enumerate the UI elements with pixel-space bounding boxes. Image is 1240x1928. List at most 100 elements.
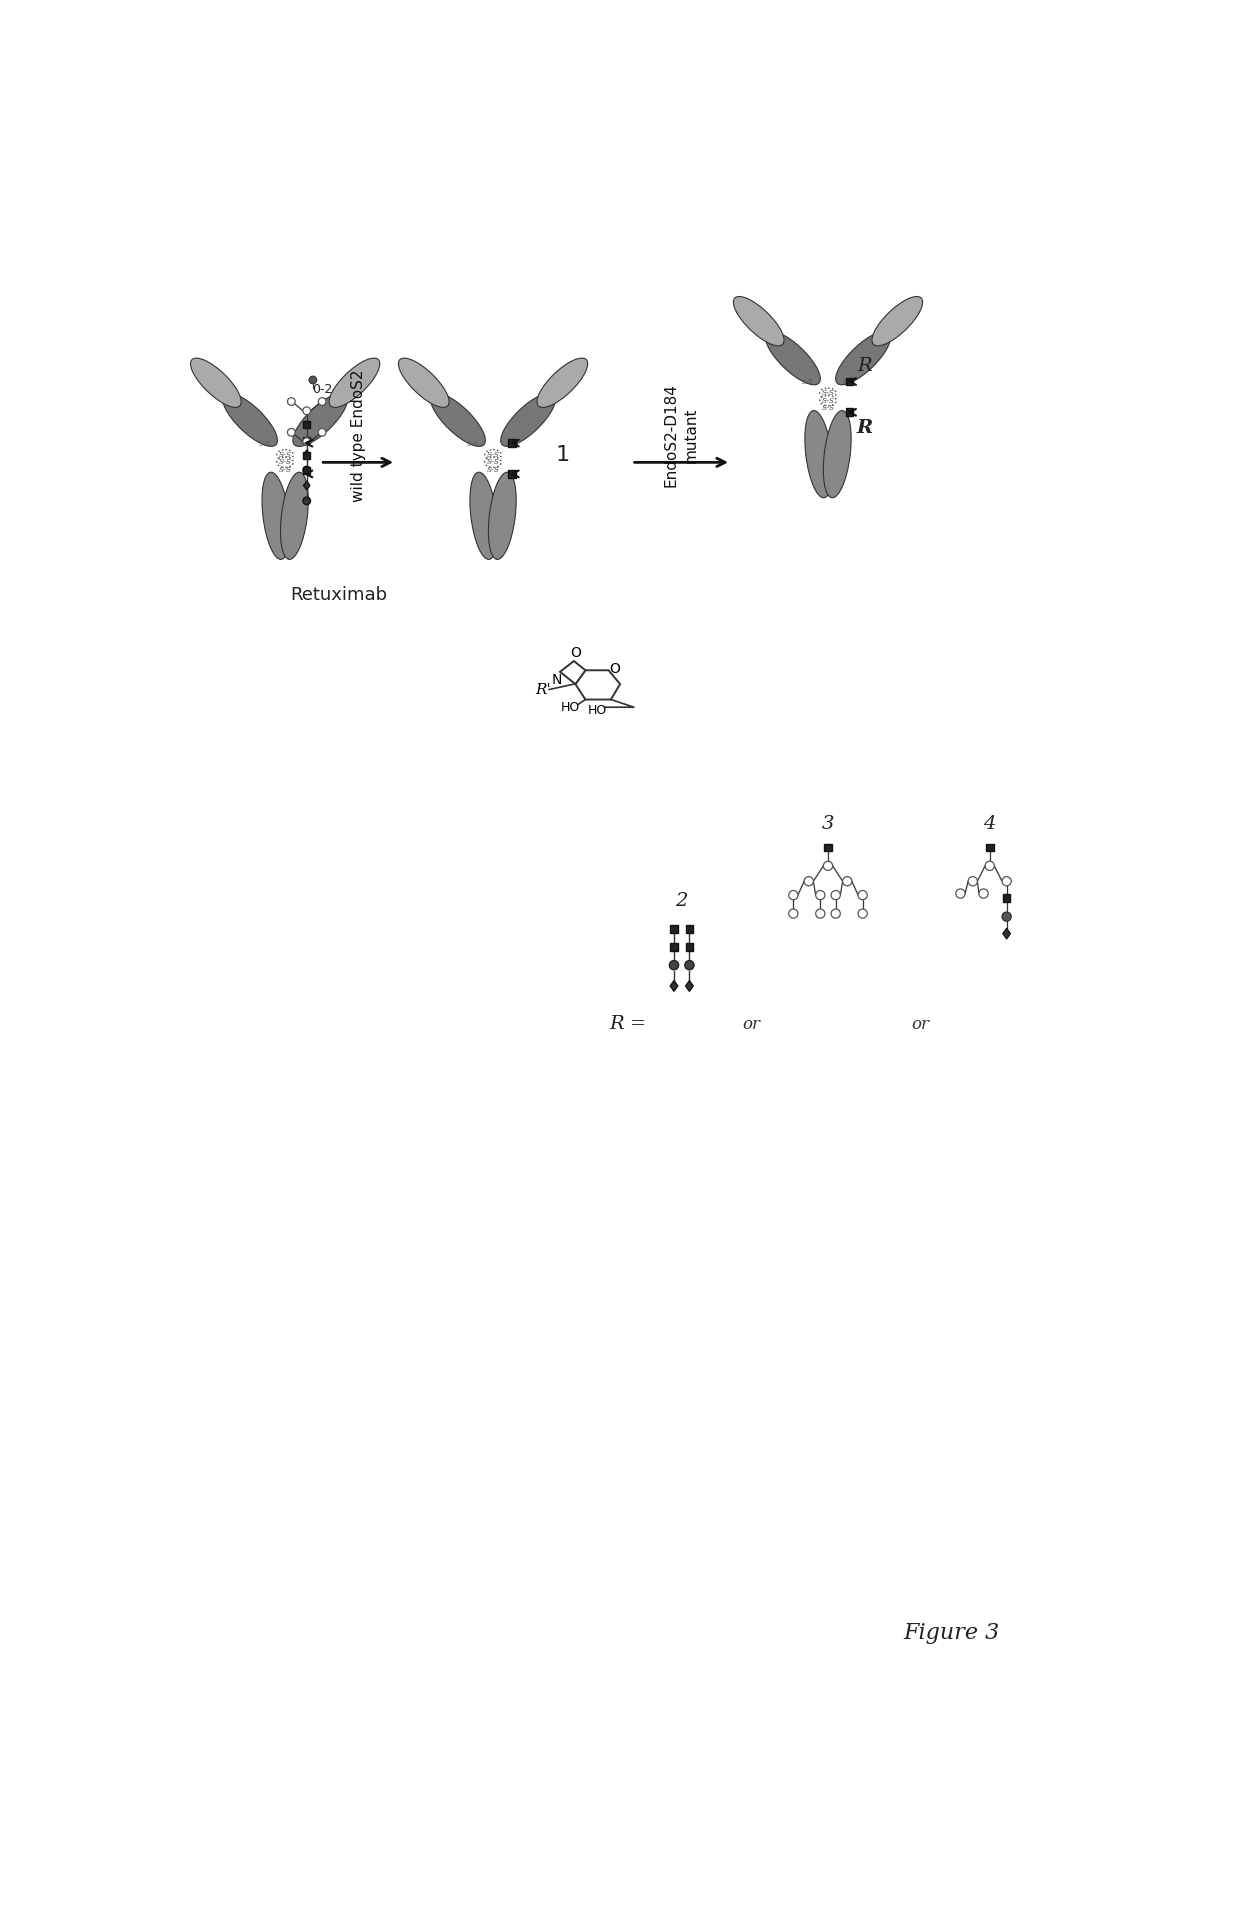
Circle shape (1002, 877, 1012, 885)
Text: 1: 1 (556, 445, 569, 465)
Circle shape (684, 960, 694, 970)
Ellipse shape (293, 393, 347, 447)
Ellipse shape (262, 472, 290, 559)
Ellipse shape (820, 388, 836, 399)
Circle shape (804, 877, 813, 885)
Ellipse shape (280, 472, 309, 559)
Text: R =: R = (609, 1016, 646, 1033)
Polygon shape (304, 480, 310, 490)
Ellipse shape (277, 457, 294, 467)
Bar (986, 844, 993, 850)
Circle shape (303, 467, 310, 474)
Circle shape (670, 960, 678, 970)
Text: 3: 3 (822, 816, 835, 833)
Bar (1003, 895, 1011, 902)
Text: S-S: S-S (821, 389, 835, 397)
Text: EndoS2-D184
mutant: EndoS2-D184 mutant (663, 384, 698, 488)
Polygon shape (575, 671, 620, 700)
Text: Figure 3: Figure 3 (903, 1621, 999, 1645)
Text: S-S: S-S (467, 440, 479, 447)
Bar (508, 440, 516, 447)
Text: O: O (609, 661, 620, 675)
Ellipse shape (537, 359, 588, 407)
Text: O: O (570, 646, 580, 659)
Text: HO: HO (588, 704, 606, 717)
Bar (825, 844, 832, 850)
Ellipse shape (398, 359, 449, 407)
Circle shape (816, 908, 825, 918)
Circle shape (831, 908, 841, 918)
Polygon shape (686, 981, 693, 991)
Bar (304, 451, 310, 459)
Circle shape (789, 908, 799, 918)
Circle shape (309, 376, 316, 384)
Circle shape (303, 497, 310, 505)
Text: wild type EndoS2: wild type EndoS2 (351, 368, 366, 501)
Circle shape (303, 407, 310, 415)
Ellipse shape (485, 457, 501, 467)
Text: S-S: S-S (486, 451, 500, 459)
Circle shape (858, 908, 867, 918)
Ellipse shape (329, 359, 379, 407)
Circle shape (319, 428, 326, 436)
Ellipse shape (733, 297, 784, 345)
Text: 0-2: 0-2 (312, 384, 332, 395)
Ellipse shape (501, 393, 556, 447)
Bar (304, 420, 310, 428)
Bar (304, 467, 310, 474)
Bar (686, 925, 693, 933)
Bar (670, 925, 678, 933)
Text: N: N (552, 673, 562, 686)
Circle shape (816, 891, 825, 900)
Text: S-S: S-S (507, 440, 520, 447)
Bar (846, 378, 853, 386)
Text: S-S: S-S (802, 378, 813, 386)
Circle shape (303, 438, 310, 445)
Text: S-S: S-S (821, 397, 835, 405)
Text: S-S: S-S (486, 459, 500, 467)
Circle shape (831, 891, 841, 900)
Polygon shape (671, 981, 678, 991)
Ellipse shape (836, 332, 890, 386)
Text: R': R' (536, 683, 551, 696)
Ellipse shape (823, 411, 851, 497)
Ellipse shape (805, 411, 833, 497)
Ellipse shape (485, 449, 501, 461)
Text: S-S: S-S (279, 465, 291, 474)
Circle shape (288, 428, 295, 436)
Text: S-S: S-S (842, 378, 854, 386)
Text: S-S: S-S (821, 405, 835, 413)
Circle shape (978, 889, 988, 898)
Circle shape (823, 862, 832, 870)
Text: S-S: S-S (279, 459, 291, 467)
Text: R: R (858, 357, 872, 376)
Bar (846, 409, 853, 416)
Ellipse shape (191, 359, 242, 407)
Circle shape (789, 891, 799, 900)
Text: R: R (857, 418, 873, 438)
Bar (304, 436, 310, 443)
Ellipse shape (470, 472, 497, 559)
Circle shape (843, 877, 852, 885)
Circle shape (319, 397, 326, 405)
Polygon shape (1003, 927, 1011, 939)
Text: S-S: S-S (259, 440, 270, 447)
Circle shape (288, 397, 295, 405)
Text: S-S: S-S (300, 440, 311, 447)
Text: 4: 4 (983, 816, 996, 833)
Text: or: or (911, 1016, 930, 1033)
Ellipse shape (277, 449, 294, 461)
Ellipse shape (765, 332, 821, 386)
Circle shape (1002, 912, 1012, 922)
Ellipse shape (489, 472, 516, 559)
Bar (670, 943, 678, 951)
Circle shape (968, 877, 977, 885)
Circle shape (985, 862, 994, 870)
Ellipse shape (430, 393, 485, 447)
Polygon shape (560, 661, 585, 684)
Bar (508, 470, 516, 478)
Ellipse shape (820, 395, 836, 405)
Circle shape (956, 889, 965, 898)
Bar (686, 943, 693, 951)
Circle shape (858, 891, 867, 900)
